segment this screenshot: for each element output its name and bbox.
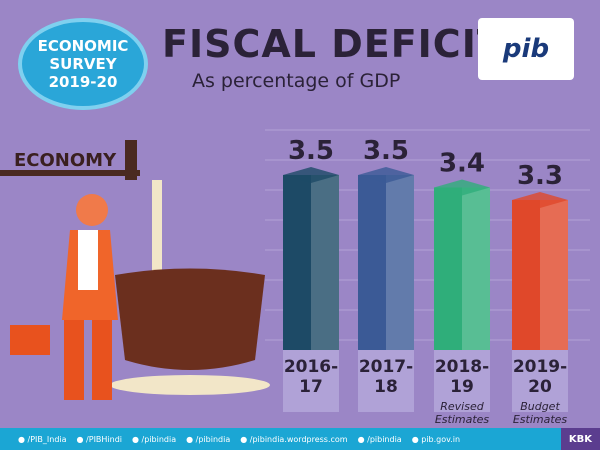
social-handle[interactable]: ● /PIB_India <box>18 434 67 444</box>
badge-line: SURVEY <box>49 55 117 73</box>
category-label: 18 <box>374 377 398 397</box>
badge-line: ECONOMIC <box>37 37 129 55</box>
category-label: 19 <box>450 377 474 397</box>
leaking-pot-icon <box>115 268 265 370</box>
category-plate <box>434 350 490 412</box>
bar <box>283 175 339 350</box>
social-handle[interactable]: ● /pibindia.wordpress.com <box>240 434 348 444</box>
pib-logo-text: pib <box>502 34 550 64</box>
bar <box>358 175 414 350</box>
tap-icon <box>125 140 137 180</box>
bar-cap <box>283 167 339 183</box>
category-label: 2017- <box>359 357 413 377</box>
chart: 3.52016-173.52017-183.42018-19RevisedEst… <box>0 129 590 426</box>
social-footer: ● /PIB_India ● /PIBHindi ● /pibindia ● /pib… <box>0 428 600 450</box>
data-label: 3.5 <box>363 136 409 166</box>
data-label: 3.4 <box>439 149 485 179</box>
bar-cap <box>358 167 414 183</box>
social-handle[interactable]: ● /pibindia <box>357 434 402 444</box>
category-label: 20 <box>528 377 552 397</box>
social-handle[interactable]: ● pib.gov.in <box>411 434 461 444</box>
chart-title: FISCAL DEFICIT <box>162 22 504 66</box>
bar-highlight <box>462 187 490 350</box>
category-note: Budget <box>520 400 560 413</box>
social-handle[interactable]: ● /pibindia <box>186 434 231 444</box>
bar-highlight <box>386 175 414 350</box>
worried-man-icon <box>10 194 118 400</box>
category-label: 2016- <box>284 357 338 377</box>
category-note: Revised <box>440 400 484 413</box>
badge-line: 2019-20 <box>48 73 118 91</box>
social-handle[interactable]: ● /PIBHindi <box>76 434 123 444</box>
category-label: 17 <box>299 377 323 397</box>
water-puddle <box>110 375 270 395</box>
social-handle[interactable]: ● /pibindia <box>132 434 177 444</box>
chart-subtitle: As percentage of GDP <box>192 70 401 92</box>
category-plate <box>283 350 339 412</box>
economy-label: ECONOMY <box>14 150 117 171</box>
bar-highlight <box>311 175 339 350</box>
pib-logo: pib <box>478 18 574 80</box>
credit-label: KBK <box>560 428 600 450</box>
bar-cap <box>434 179 490 196</box>
category-plate <box>358 350 414 412</box>
economic-survey-badge: ECONOMIC SURVEY 2019-20 <box>18 18 148 110</box>
category-label: 2018- <box>435 357 489 377</box>
category-note: Estimates <box>435 413 490 426</box>
bar <box>434 187 490 350</box>
category-note: Estimates <box>513 413 568 426</box>
bar <box>512 200 568 350</box>
bar-cap <box>512 192 568 208</box>
bar-highlight <box>540 200 568 350</box>
water-stream <box>152 180 162 275</box>
category-label: 2019- <box>513 357 567 377</box>
data-label: 3.3 <box>517 161 563 191</box>
data-label: 3.5 <box>288 136 334 166</box>
category-plate <box>512 350 568 412</box>
pipe-icon <box>0 170 140 176</box>
